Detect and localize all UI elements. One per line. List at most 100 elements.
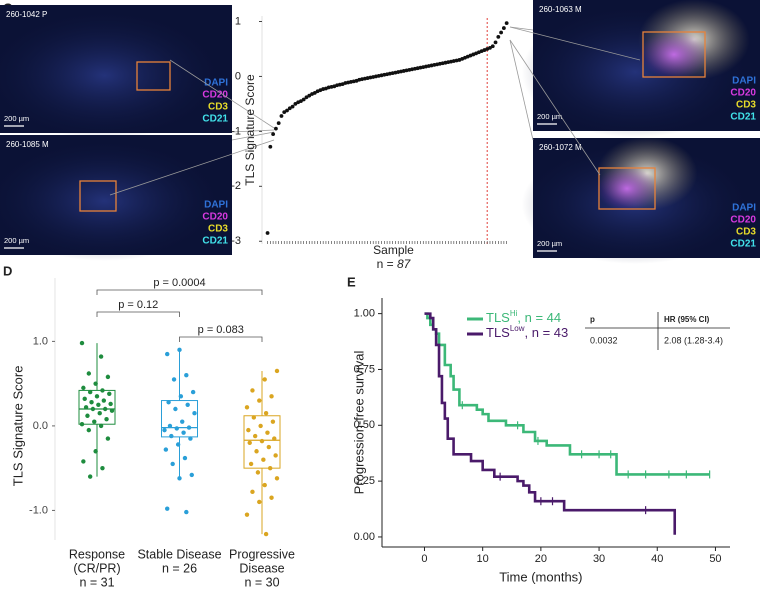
channel-legend: CD20 bbox=[202, 212, 228, 223]
y-tick-label: 1.0 bbox=[33, 335, 48, 347]
patient-point bbox=[87, 389, 93, 395]
patient-point bbox=[262, 482, 267, 488]
patient-point bbox=[81, 459, 86, 464]
channel-legend: CD20 bbox=[202, 90, 228, 101]
patient-point bbox=[262, 377, 267, 382]
patient-point bbox=[175, 442, 181, 447]
patient-point bbox=[269, 394, 274, 399]
patient-point bbox=[93, 381, 98, 386]
patient-point bbox=[167, 423, 173, 429]
patient-point bbox=[263, 411, 269, 416]
patient-point bbox=[165, 351, 170, 357]
channel-legend: DAPI bbox=[204, 200, 228, 211]
patient-point bbox=[247, 440, 252, 446]
patient-point bbox=[100, 388, 105, 393]
x-tick-label: 0 bbox=[421, 553, 427, 565]
scale-label: 200 µm bbox=[4, 114, 29, 123]
patient-point bbox=[97, 411, 102, 416]
y-axis-label: Progression-free survival bbox=[351, 351, 366, 495]
sample-point bbox=[265, 231, 270, 235]
patient-point bbox=[185, 402, 190, 407]
patient-point bbox=[102, 406, 108, 412]
patient-point bbox=[162, 427, 167, 433]
region-box bbox=[642, 31, 706, 78]
y-tick-label: 0 bbox=[235, 70, 241, 82]
patient-point bbox=[86, 427, 92, 433]
patient-point bbox=[105, 374, 111, 380]
channel-legend: CD21 bbox=[730, 112, 756, 123]
sample-point bbox=[274, 126, 278, 131]
patient-point bbox=[269, 495, 274, 500]
y-axis-label: TLS Signature Score bbox=[10, 366, 25, 487]
patient-point bbox=[270, 419, 276, 424]
patient-point bbox=[82, 396, 87, 402]
patient-point bbox=[177, 347, 182, 353]
patient-point bbox=[79, 422, 85, 427]
patient-point bbox=[181, 430, 186, 435]
category-label: Response bbox=[69, 547, 125, 561]
sample-point bbox=[504, 21, 509, 26]
sample-point bbox=[307, 93, 312, 98]
patient-point bbox=[184, 509, 189, 515]
sample-point bbox=[301, 97, 306, 102]
table-cell: 0.0032 bbox=[590, 335, 618, 345]
channel-legend: CD21 bbox=[202, 114, 228, 125]
category-label: Stable Disease bbox=[137, 547, 221, 561]
y-tick-label: 0.0 bbox=[33, 420, 48, 432]
image-id: 260-1042 P bbox=[6, 10, 47, 19]
legend-superscript: Hi bbox=[510, 309, 518, 318]
patient-point bbox=[105, 436, 111, 441]
tissue-texture bbox=[0, 11, 221, 140]
patient-point bbox=[261, 457, 266, 462]
patient-point bbox=[273, 453, 278, 458]
patient-point bbox=[188, 436, 193, 441]
patient-point bbox=[251, 415, 257, 420]
channel-legend: CD20 bbox=[730, 215, 756, 226]
patient-point bbox=[98, 354, 104, 359]
patient-point bbox=[265, 430, 270, 435]
sample-count-prefix: n = bbox=[377, 257, 397, 271]
patient-point bbox=[79, 340, 85, 346]
scale-label: 200 µm bbox=[537, 239, 562, 248]
box bbox=[243, 415, 281, 469]
sample-point bbox=[271, 132, 276, 137]
sample-point bbox=[499, 30, 503, 35]
channel-legend: CD20 bbox=[730, 88, 756, 99]
channel-legend: CD3 bbox=[208, 102, 228, 113]
patient-point bbox=[100, 465, 105, 471]
sample-point bbox=[279, 114, 284, 118]
sample-point bbox=[276, 121, 281, 126]
patient-point bbox=[244, 405, 250, 410]
sample-point bbox=[493, 40, 498, 45]
sample-point bbox=[282, 110, 287, 115]
legend-label: TLSHi, n = 44 bbox=[486, 309, 561, 325]
patient-point bbox=[104, 416, 109, 422]
channel-legend: DAPI bbox=[204, 78, 228, 89]
patient-point bbox=[182, 455, 188, 461]
patient-point bbox=[186, 425, 192, 430]
patient-point bbox=[108, 401, 113, 407]
table-header: p bbox=[590, 315, 595, 324]
table-cell: 2.08 (1.28-3.4) bbox=[664, 335, 723, 345]
y-tick-label: 1 bbox=[235, 15, 241, 27]
significance-bracket bbox=[96, 311, 180, 317]
box bbox=[161, 400, 198, 438]
patient-point bbox=[165, 506, 170, 511]
x-axis-label: Time (months) bbox=[499, 569, 582, 584]
y-tick-label: 1.00 bbox=[354, 308, 375, 320]
patient-point bbox=[86, 371, 92, 376]
image-id: 260-1085 M bbox=[6, 140, 49, 149]
patient-point bbox=[98, 423, 104, 429]
patient-point bbox=[180, 419, 185, 424]
channel-legend: CD3 bbox=[208, 224, 228, 235]
category-label: (CR/PR) bbox=[73, 561, 120, 575]
y-tick-label: -2 bbox=[231, 180, 241, 192]
tissue-signal bbox=[596, 165, 658, 212]
sample-count-value: 87 bbox=[397, 257, 412, 271]
patient-point bbox=[246, 427, 251, 433]
